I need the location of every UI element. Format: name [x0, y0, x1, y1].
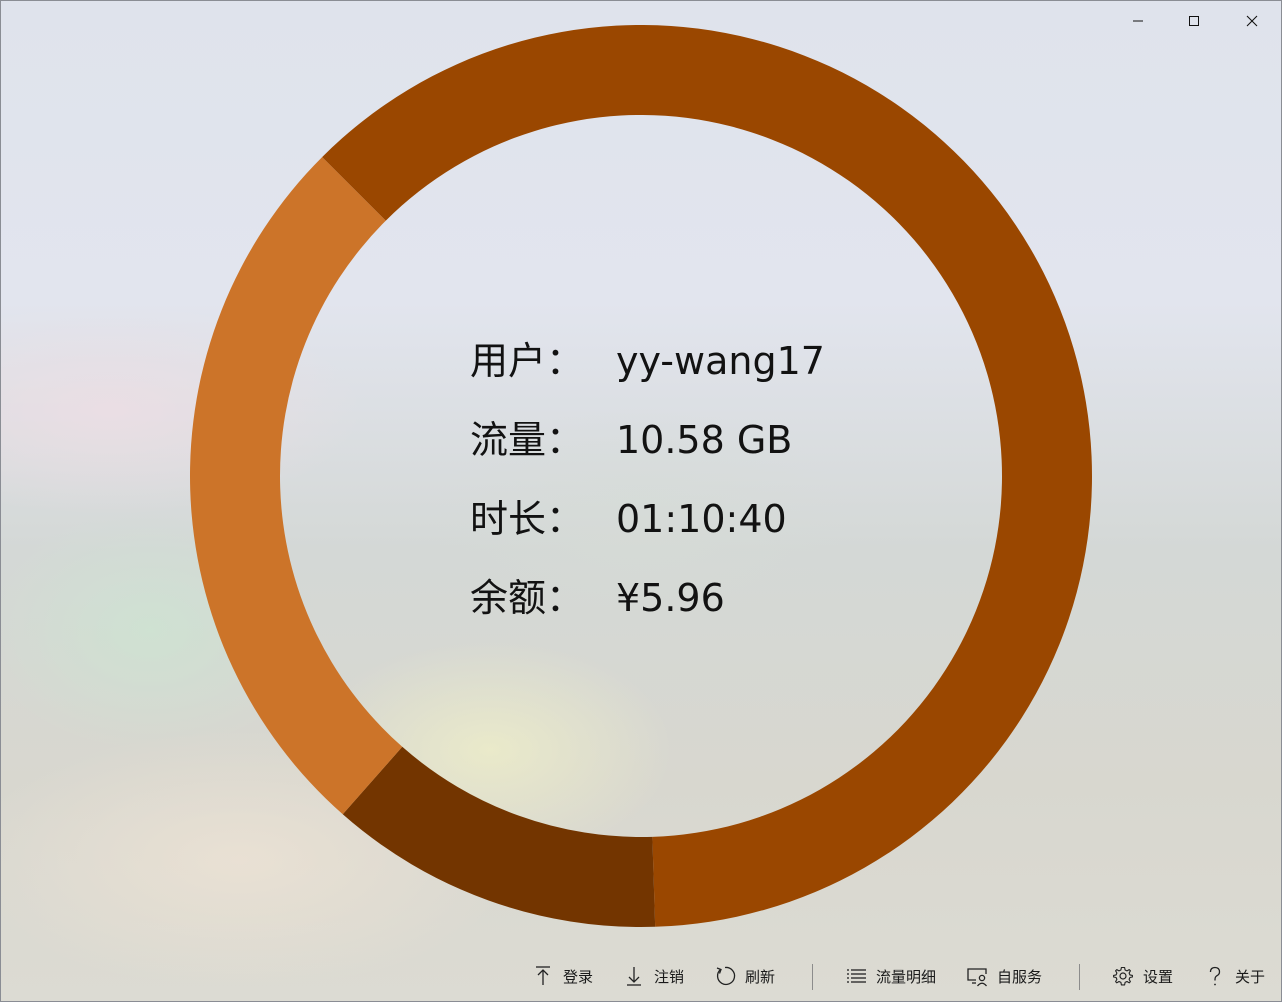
- self-service-button[interactable]: 自服务: [966, 960, 1042, 992]
- logout-label: 注销: [654, 967, 685, 986]
- time-value: 01:10:40: [616, 497, 787, 541]
- flow-value: 10.58 GB: [616, 418, 793, 462]
- ring-segment-balance: [190, 157, 403, 815]
- login-label: 登录: [563, 967, 594, 986]
- ring-segment-flow: [322, 25, 1092, 927]
- time-label: 时长：: [470, 497, 585, 541]
- flow-detail-button[interactable]: 流量明细: [845, 960, 936, 992]
- person-screen-icon: [966, 965, 988, 987]
- user-value: yy-wang17: [616, 339, 825, 383]
- close-icon: [1246, 15, 1258, 27]
- user-label: 用户：: [470, 339, 585, 383]
- logout-button[interactable]: 注销: [623, 960, 684, 992]
- maximize-icon: [1189, 16, 1199, 26]
- refresh-label: 刷新: [745, 967, 776, 986]
- settings-button[interactable]: 设置: [1112, 960, 1173, 992]
- minimize-icon: [1133, 20, 1143, 22]
- about-label: 关于: [1235, 967, 1266, 986]
- question-icon: [1204, 965, 1226, 987]
- maximize-button[interactable]: [1166, 0, 1222, 42]
- balance-value: ¥5.96: [616, 576, 725, 620]
- gear-icon: [1112, 965, 1134, 987]
- balance-label: 余额：: [470, 576, 585, 620]
- command-separator: [812, 964, 813, 990]
- self-service-label: 自服务: [997, 967, 1043, 986]
- list-icon: [845, 965, 867, 987]
- flow-detail-label: 流量明细: [876, 967, 937, 986]
- about-button[interactable]: 关于: [1204, 960, 1265, 992]
- command-separator: [1079, 964, 1080, 990]
- flow-label: 流量：: [470, 418, 585, 462]
- refresh-button[interactable]: 刷新: [714, 960, 775, 992]
- login-button[interactable]: 登录: [532, 960, 593, 992]
- arrow-down-icon: [623, 965, 645, 987]
- ring-segment-time: [342, 746, 656, 927]
- close-button[interactable]: [1224, 0, 1280, 42]
- refresh-icon: [714, 965, 736, 987]
- arrow-up-icon: [532, 965, 554, 987]
- minimize-button[interactable]: [1110, 0, 1166, 42]
- settings-label: 设置: [1143, 967, 1174, 986]
